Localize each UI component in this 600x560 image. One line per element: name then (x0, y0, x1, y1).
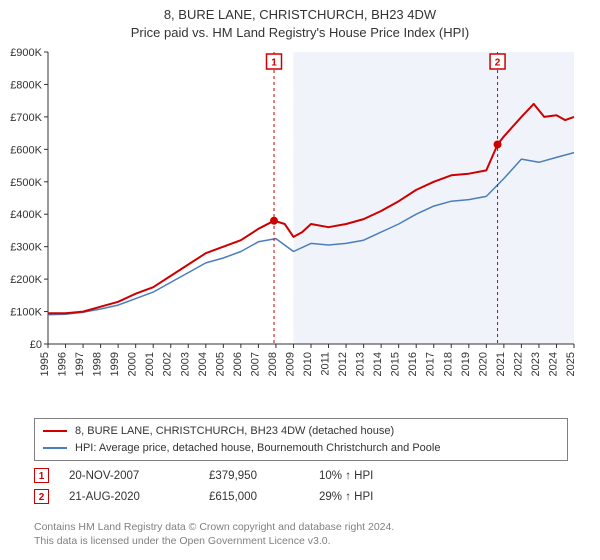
sale-marker-icon: 1 (34, 468, 49, 483)
sale-marker-icon: 2 (34, 489, 49, 504)
svg-text:2010: 2010 (302, 352, 314, 376)
sale-delta: 10% ↑ HPI (319, 470, 439, 482)
svg-text:1996: 1996 (57, 352, 69, 376)
svg-text:1997: 1997 (74, 352, 86, 376)
svg-text:2009: 2009 (284, 352, 296, 376)
svg-text:2005: 2005 (214, 352, 226, 376)
footer-block: Contains HM Land Registry data © Crown c… (34, 520, 568, 548)
sales-list: 1 20-NOV-2007 £379,950 10% ↑ HPI 2 21-AU… (34, 462, 568, 504)
svg-text:2002: 2002 (162, 352, 174, 376)
svg-text:2018: 2018 (442, 352, 454, 376)
svg-text:2003: 2003 (179, 352, 191, 376)
svg-text:2017: 2017 (425, 352, 437, 376)
svg-text:2012: 2012 (337, 352, 349, 376)
legend-swatch-hpi (43, 447, 67, 449)
svg-text:2011: 2011 (320, 352, 332, 376)
footer-line1: Contains HM Land Registry data © Crown c… (34, 520, 568, 534)
chart-svg: £0£100K£200K£300K£400K£500K£600K£700K£80… (48, 48, 578, 378)
svg-text:2006: 2006 (232, 352, 244, 376)
svg-text:1: 1 (271, 57, 277, 68)
svg-text:2025: 2025 (565, 352, 577, 376)
svg-text:2000: 2000 (127, 352, 139, 376)
svg-text:£400K: £400K (10, 209, 42, 221)
svg-text:2021: 2021 (495, 352, 507, 376)
svg-text:£700K: £700K (10, 112, 42, 124)
svg-text:£800K: £800K (10, 79, 42, 91)
svg-text:1995: 1995 (39, 352, 51, 376)
svg-text:2022: 2022 (512, 352, 524, 376)
chart-subtitle: Price paid vs. HM Land Registry's House … (0, 24, 600, 42)
svg-text:£100K: £100K (10, 307, 42, 319)
legend-label-hpi: HPI: Average price, detached house, Bour… (75, 440, 440, 457)
svg-text:2007: 2007 (249, 352, 261, 376)
svg-text:£600K: £600K (10, 144, 42, 156)
svg-text:£300K: £300K (10, 242, 42, 254)
svg-text:1999: 1999 (109, 352, 121, 376)
svg-text:2008: 2008 (267, 352, 279, 376)
sale-date: 21-AUG-2020 (69, 491, 209, 503)
sale-price: £379,950 (209, 470, 319, 482)
svg-text:2019: 2019 (460, 352, 472, 376)
sale-delta: 29% ↑ HPI (319, 491, 439, 503)
legend-label-property: 8, BURE LANE, CHRISTCHURCH, BH23 4DW (de… (75, 423, 394, 440)
legend-swatch-property (43, 430, 67, 432)
svg-text:£0: £0 (30, 339, 42, 351)
sale-row: 1 20-NOV-2007 £379,950 10% ↑ HPI (34, 468, 568, 483)
svg-text:2020: 2020 (477, 352, 489, 376)
svg-text:1998: 1998 (92, 352, 104, 376)
sale-row: 2 21-AUG-2020 £615,000 29% ↑ HPI (34, 489, 568, 504)
svg-text:£200K: £200K (10, 274, 42, 286)
legend-box: 8, BURE LANE, CHRISTCHURCH, BH23 4DW (de… (34, 418, 568, 461)
svg-text:2004: 2004 (197, 352, 209, 376)
legend-row-hpi: HPI: Average price, detached house, Bour… (43, 440, 559, 457)
price-chart: £0£100K£200K£300K£400K£500K£600K£700K£80… (48, 48, 578, 378)
svg-text:2023: 2023 (530, 352, 542, 376)
svg-text:2014: 2014 (372, 352, 384, 376)
svg-text:£500K: £500K (10, 177, 42, 189)
svg-text:2024: 2024 (547, 352, 559, 376)
footer-line2: This data is licensed under the Open Gov… (34, 534, 568, 548)
svg-text:2013: 2013 (355, 352, 367, 376)
svg-text:£900K: £900K (10, 47, 42, 59)
sale-price: £615,000 (209, 491, 319, 503)
svg-text:2: 2 (495, 57, 501, 68)
address-title: 8, BURE LANE, CHRISTCHURCH, BH23 4DW (0, 6, 600, 24)
svg-text:2001: 2001 (144, 352, 156, 376)
legend-row-property: 8, BURE LANE, CHRISTCHURCH, BH23 4DW (de… (43, 423, 559, 440)
svg-text:2015: 2015 (390, 352, 402, 376)
svg-text:2016: 2016 (407, 352, 419, 376)
chart-container: { "header": { "address": "8, BURE LANE, … (0, 0, 600, 560)
sale-date: 20-NOV-2007 (69, 470, 209, 482)
title-block: 8, BURE LANE, CHRISTCHURCH, BH23 4DW Pri… (0, 0, 600, 41)
